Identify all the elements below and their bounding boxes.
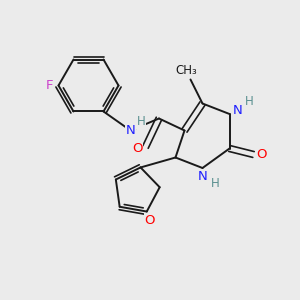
Text: N: N [233,104,243,118]
Text: O: O [145,214,155,227]
Text: N: N [126,124,135,137]
Text: O: O [132,142,142,155]
Text: H: H [244,95,253,109]
Text: O: O [256,148,267,161]
Text: H: H [136,115,146,128]
Text: N: N [198,170,207,183]
Text: CH₃: CH₃ [175,64,197,77]
Text: H: H [211,177,220,190]
Text: F: F [46,79,53,92]
